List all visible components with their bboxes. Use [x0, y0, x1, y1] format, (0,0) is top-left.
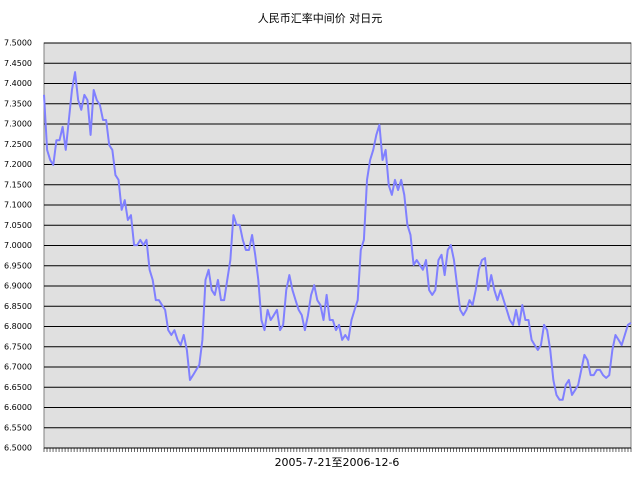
y-tick-label: 6.9000 — [4, 282, 32, 291]
y-tick-label: 7.0000 — [4, 241, 32, 250]
y-tick-label: 6.8500 — [4, 302, 32, 311]
y-tick-label: 7.0500 — [4, 221, 32, 230]
y-tick-label: 7.1500 — [4, 180, 32, 189]
y-tick-label: 7.4000 — [4, 79, 32, 88]
y-tick-label: 7.3000 — [4, 120, 32, 129]
chart-title: 人民币汇率中间价 对日元 — [258, 11, 383, 25]
y-tick-label: 6.5500 — [4, 423, 32, 432]
y-tick-label: 7.3500 — [4, 99, 32, 108]
y-tick-label: 7.5000 — [4, 39, 32, 48]
y-tick-label: 6.6500 — [4, 383, 32, 392]
y-tick-label: 6.6000 — [4, 403, 32, 412]
x-axis-label: 2005-7-21至2006-12-6 — [275, 456, 400, 469]
y-tick-label: 6.7000 — [4, 363, 32, 372]
y-tick-label: 6.8000 — [4, 322, 32, 331]
y-tick-label: 7.4500 — [4, 59, 32, 68]
y-tick-label: 7.1000 — [4, 201, 32, 210]
y-tick-label: 6.9500 — [4, 261, 32, 270]
y-tick-label: 6.5000 — [4, 444, 32, 453]
y-tick-label: 7.2000 — [4, 160, 32, 169]
y-tick-label: 7.2500 — [4, 140, 32, 149]
data-line — [43, 71, 632, 401]
y-tick-label: 6.7500 — [4, 342, 32, 351]
